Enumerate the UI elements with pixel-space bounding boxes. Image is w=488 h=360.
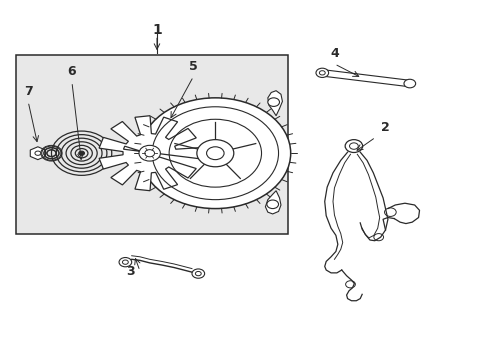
Polygon shape: [30, 147, 45, 159]
Circle shape: [315, 68, 328, 77]
Circle shape: [79, 151, 84, 156]
Text: 1: 1: [152, 23, 162, 37]
Circle shape: [192, 269, 204, 278]
Circle shape: [140, 98, 290, 208]
Circle shape: [403, 79, 415, 88]
Bar: [16, 55, 287, 234]
Text: 7: 7: [24, 85, 32, 98]
Polygon shape: [265, 191, 281, 214]
Text: 3: 3: [126, 265, 135, 278]
Circle shape: [195, 271, 201, 276]
Circle shape: [144, 150, 154, 157]
Text: 2: 2: [380, 121, 388, 134]
Circle shape: [319, 71, 325, 75]
Polygon shape: [99, 116, 200, 191]
Circle shape: [266, 200, 278, 208]
Text: 5: 5: [189, 60, 198, 73]
Circle shape: [119, 257, 131, 267]
Circle shape: [206, 147, 224, 159]
Circle shape: [197, 140, 233, 167]
Circle shape: [267, 98, 279, 107]
Circle shape: [122, 260, 128, 264]
Circle shape: [139, 145, 160, 161]
Text: 4: 4: [329, 47, 338, 60]
Polygon shape: [267, 91, 282, 116]
Text: 6: 6: [67, 65, 76, 78]
Circle shape: [35, 151, 41, 156]
